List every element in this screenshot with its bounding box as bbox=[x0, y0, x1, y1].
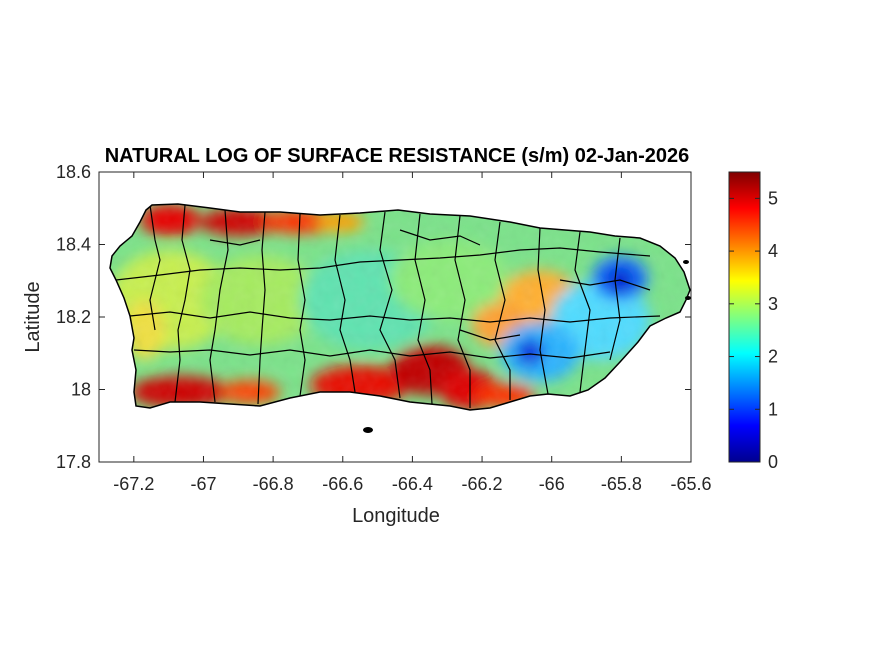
offshore-islands bbox=[363, 260, 691, 433]
x-tick-label: -66.2 bbox=[462, 474, 503, 494]
y-axis-label: Latitude bbox=[22, 281, 44, 352]
x-tick-label: -66.4 bbox=[392, 474, 433, 494]
municipal-boundaries bbox=[115, 204, 661, 408]
map-title: NATURAL LOG OF SURFACE RESISTANCE (s/m) … bbox=[105, 145, 690, 167]
x-tick-label: -65.8 bbox=[601, 474, 642, 494]
y-tick-label: 18.2 bbox=[56, 307, 91, 327]
x-axis-ticks: -67.2 -67 -66.8 -66.6 -66.4 -66.2 -66 -65.8 -65.… bbox=[113, 172, 712, 494]
x-tick-label: -66.6 bbox=[322, 474, 363, 494]
x-axis-label: Longitude bbox=[352, 505, 440, 527]
colorbar-tick-label: 4 bbox=[768, 241, 778, 261]
colorbar bbox=[728, 171, 761, 463]
x-tick-label: -67.2 bbox=[113, 474, 154, 494]
x-tick-label: -67 bbox=[190, 474, 216, 494]
y-tick-label: 18 bbox=[71, 380, 91, 400]
y-tick-label: 17.8 bbox=[56, 452, 91, 472]
colorbar-tick-label: 2 bbox=[768, 347, 778, 367]
colorbar-tick-label: 0 bbox=[768, 452, 778, 472]
y-axis-ticks: 17.8 18 18.2 18.4 18.6 bbox=[56, 162, 691, 472]
colorbar-tick-label: 3 bbox=[768, 294, 778, 314]
x-tick-label: -66 bbox=[539, 474, 565, 494]
colorbar-tick-label: 5 bbox=[768, 188, 778, 208]
colorbar-tick-label: 1 bbox=[768, 399, 778, 419]
resistance-map bbox=[110, 204, 690, 410]
colorbar-ticks: 0 1 2 3 4 5 bbox=[729, 188, 778, 472]
x-tick-label: -66.8 bbox=[253, 474, 294, 494]
y-tick-label: 18.6 bbox=[56, 162, 91, 182]
x-tick-label: -65.6 bbox=[670, 474, 711, 494]
y-tick-label: 18.4 bbox=[56, 235, 91, 255]
